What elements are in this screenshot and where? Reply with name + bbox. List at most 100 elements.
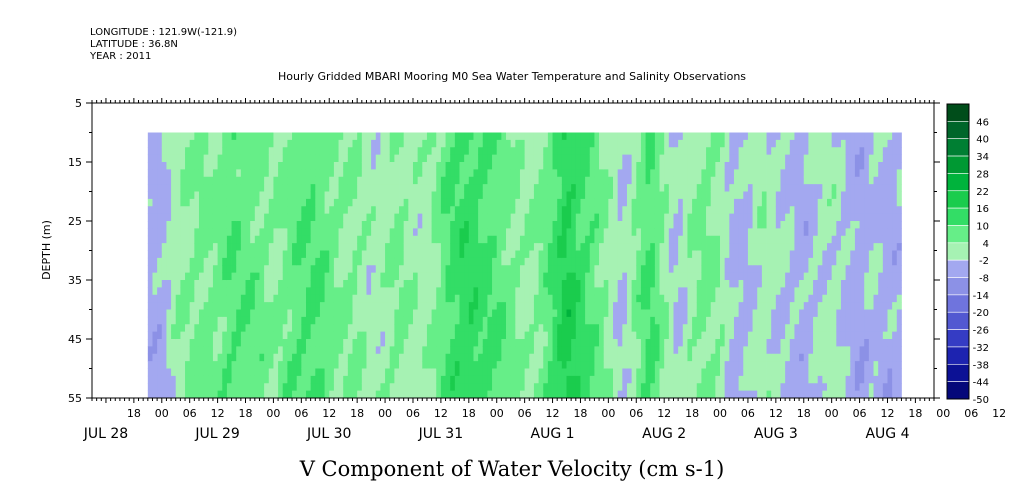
field-cell — [236, 139, 242, 148]
field-cell — [361, 265, 367, 274]
field-cell — [650, 235, 656, 244]
field-cell — [375, 169, 381, 178]
field-cell — [594, 257, 600, 266]
field-cell — [561, 206, 567, 215]
field-cell — [487, 324, 493, 333]
field-cell — [706, 132, 712, 141]
field-cell — [394, 198, 400, 207]
field-cell — [603, 383, 609, 392]
field-cell — [366, 162, 372, 170]
field-cell — [659, 375, 665, 384]
field-cell — [571, 339, 577, 347]
field-cell — [468, 361, 474, 369]
field-cell — [775, 353, 781, 362]
field-cell — [389, 324, 395, 333]
field-cell — [417, 294, 423, 303]
field-cell — [533, 154, 539, 163]
field-cell — [747, 257, 753, 266]
field-cell — [664, 265, 670, 274]
field-cell — [729, 346, 735, 355]
field-cell — [561, 169, 567, 178]
field-cell — [594, 309, 600, 318]
field-cell — [594, 221, 600, 229]
field-cell — [757, 198, 763, 207]
field-cell — [408, 280, 414, 288]
field-cell — [743, 287, 749, 296]
field-cell — [347, 147, 353, 156]
field-cell — [766, 206, 772, 215]
field-cell — [752, 176, 758, 185]
field-cell — [380, 139, 386, 148]
field-cell — [380, 228, 386, 237]
field-cell — [459, 132, 465, 141]
field-cell — [496, 339, 502, 347]
field-cell — [622, 361, 628, 369]
field-cell — [394, 243, 400, 251]
field-cell — [203, 235, 209, 244]
field-cell — [547, 280, 553, 288]
field-cell — [175, 287, 181, 296]
field-cell — [622, 221, 628, 229]
field-cell — [264, 353, 270, 362]
field-cell — [678, 191, 684, 200]
field-cell — [389, 243, 395, 251]
field-cell — [399, 228, 405, 237]
field-cell — [747, 302, 753, 310]
field-cell — [380, 184, 386, 192]
field-cell — [482, 390, 488, 398]
field-cell — [324, 339, 330, 347]
field-cell — [561, 265, 567, 274]
field-cell — [254, 375, 260, 384]
field-cell — [338, 324, 344, 333]
field-cell — [250, 316, 256, 325]
field-cell — [278, 383, 284, 392]
field-cell — [543, 272, 549, 281]
field-cell — [757, 309, 763, 318]
field-cell — [613, 132, 619, 141]
field-cell — [426, 346, 432, 355]
field-cell — [161, 361, 167, 369]
field-cell — [287, 221, 293, 229]
field-cell — [771, 228, 777, 237]
field-cell — [654, 176, 660, 185]
field-cell — [203, 390, 209, 398]
field-cell — [789, 280, 795, 288]
field-cell — [692, 198, 698, 207]
field-cell — [357, 331, 363, 340]
field-cell — [259, 316, 265, 325]
field-cell — [645, 198, 651, 207]
field-cell — [259, 228, 265, 237]
field-cell — [664, 353, 670, 362]
field-cell — [487, 184, 493, 192]
field-cell — [715, 339, 721, 347]
field-cell — [724, 228, 730, 237]
field-cell — [622, 184, 628, 192]
field-cell — [631, 368, 637, 377]
field-cell — [473, 287, 479, 296]
field-cell — [389, 132, 395, 141]
field-cell — [375, 243, 381, 251]
field-cell — [264, 339, 270, 347]
field-cell — [664, 272, 670, 281]
field-cell — [198, 257, 205, 266]
field-cell — [301, 302, 307, 310]
field-cell — [445, 280, 451, 288]
field-cell — [371, 361, 377, 369]
field-cell — [617, 176, 623, 185]
field-cell — [682, 154, 688, 163]
field-cell — [650, 191, 656, 200]
field-cell — [198, 176, 205, 185]
field-cell — [696, 324, 702, 333]
field-cell — [343, 368, 349, 377]
field-cell — [506, 257, 512, 266]
field-cell — [636, 353, 642, 362]
field-cell — [366, 184, 372, 192]
field-cell — [775, 154, 781, 163]
field-cell — [603, 191, 609, 200]
field-cell — [668, 361, 674, 369]
field-cell — [268, 221, 274, 229]
field-cell — [650, 272, 656, 281]
field-cell — [194, 331, 200, 340]
field-cell — [757, 368, 763, 377]
field-cell — [533, 346, 539, 355]
